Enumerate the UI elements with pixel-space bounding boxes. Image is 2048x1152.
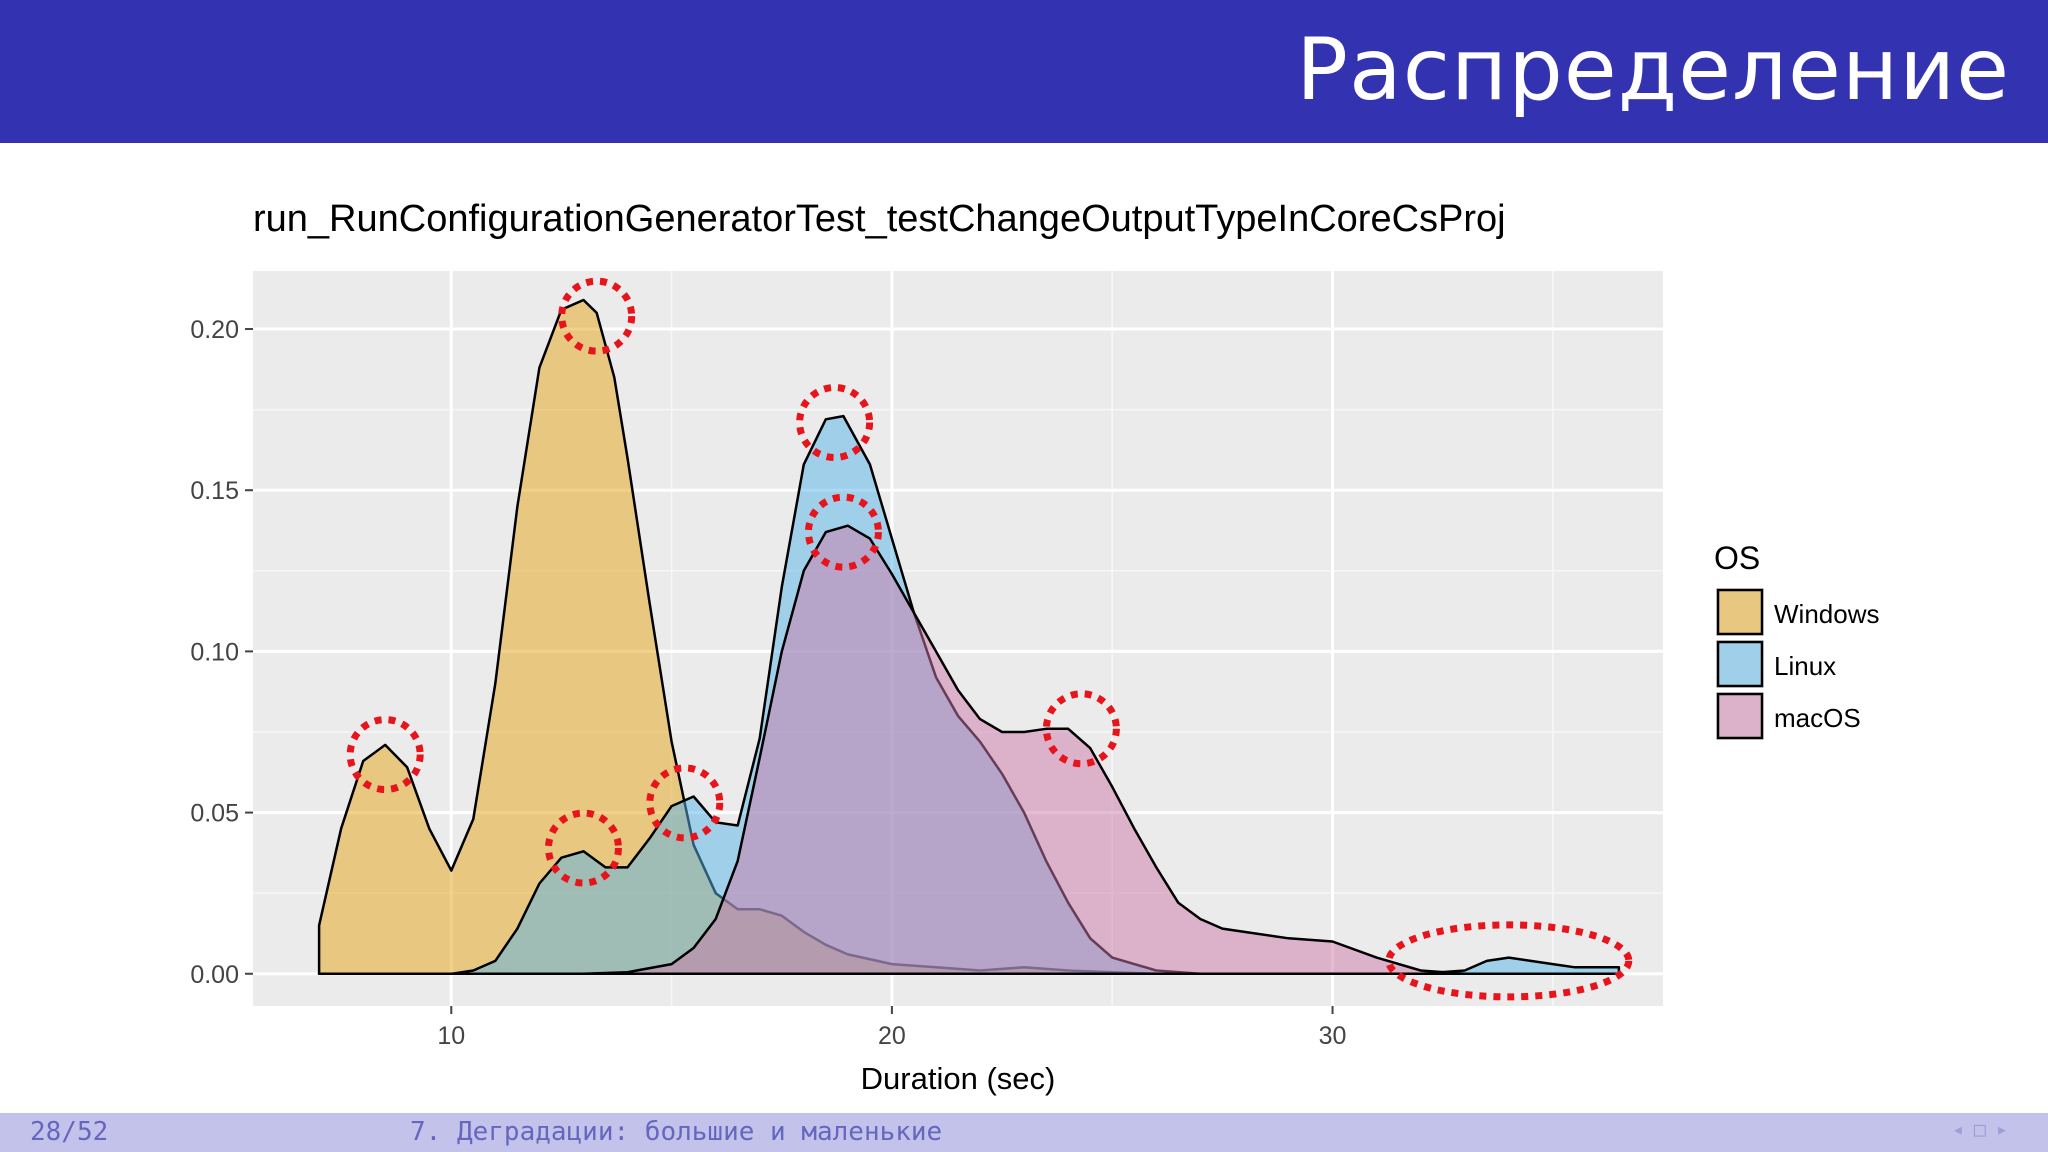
- section-name: 7. Деградации: большие и маленькие: [410, 1117, 943, 1147]
- density-area-macos: [317, 524, 1621, 976]
- x-tick-label: 10: [437, 1022, 465, 1050]
- y-tick-label: 0.00: [190, 961, 239, 989]
- legend-title: OS: [1714, 540, 1760, 576]
- legend-key-windows: [1716, 588, 1764, 636]
- next-arrow-icon[interactable]: ▸: [1995, 1117, 2018, 1141]
- footer-bar: 28/52 7. Деградации: большие и маленькие…: [0, 1113, 2048, 1152]
- annotation-circle: [346, 716, 424, 794]
- annotation-circle: [804, 493, 882, 571]
- annotation-circle: [558, 277, 636, 355]
- annotation-circle: [1042, 690, 1120, 768]
- legend-key-linux: [1716, 640, 1764, 688]
- legend-label-linux: Linux: [1774, 651, 1836, 681]
- y-tick-label: 0.15: [190, 477, 239, 505]
- axes: 10 20 30 0.00 0.05 0.10 0.15 0.20: [190, 316, 1346, 1050]
- legend-label-macos: macOS: [1774, 703, 1861, 733]
- chart-area: run_RunConfigurationGeneratorTest_testCh…: [0, 143, 2048, 1113]
- header-bar: Распределение: [0, 0, 2048, 143]
- annotation-layer: [346, 277, 1633, 1001]
- frame-icon[interactable]: □: [1973, 1117, 1996, 1141]
- annotation-circle: [646, 764, 724, 842]
- chart-title: run_RunConfigurationGeneratorTest_testCh…: [253, 198, 1506, 240]
- slide-title: Распределение: [1296, 20, 2010, 120]
- page-number: 28/52: [30, 1117, 109, 1147]
- series-layer: [317, 298, 1621, 976]
- x-axis-label: Duration (sec): [861, 1061, 1056, 1096]
- annotation-circle: [796, 384, 874, 462]
- annotation-circle: [1385, 921, 1633, 1001]
- x-tick-label: 20: [878, 1022, 906, 1050]
- prev-arrow-icon[interactable]: ◂: [1951, 1117, 1974, 1141]
- x-tick-label: 30: [1319, 1022, 1347, 1050]
- nav-controls: ◂□▸: [1952, 1117, 2018, 1141]
- legend-key-macos: [1716, 692, 1764, 740]
- legend-label-windows: Windows: [1774, 599, 1879, 629]
- y-tick-label: 0.10: [190, 638, 239, 666]
- density-chart: run_RunConfigurationGeneratorTest_testCh…: [190, 198, 1879, 1096]
- y-tick-label: 0.05: [190, 800, 239, 828]
- annotation-circle: [544, 809, 622, 887]
- y-tick-label: 0.20: [190, 316, 239, 344]
- legend: OS Windows Linux macOS: [1714, 540, 1879, 740]
